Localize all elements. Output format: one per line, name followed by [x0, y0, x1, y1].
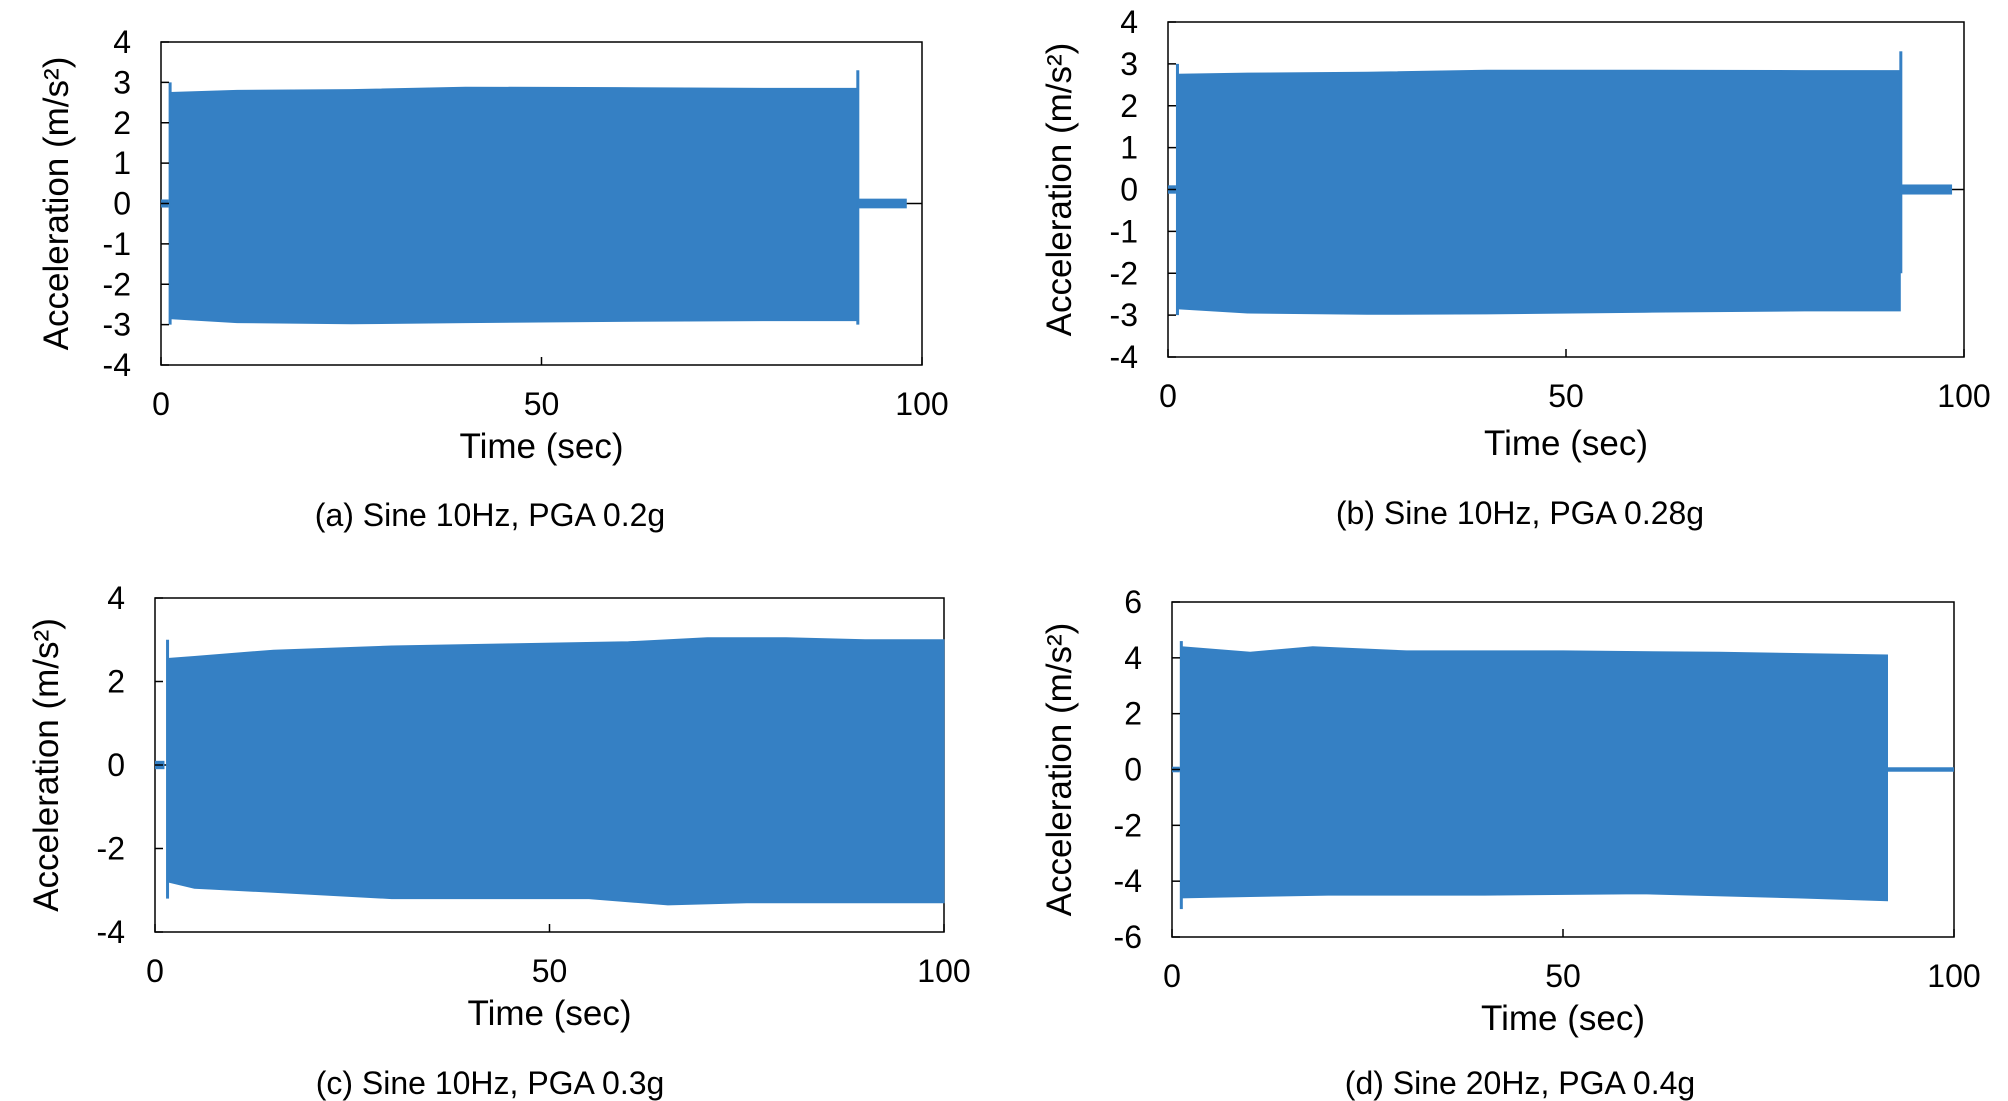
y-tick-label: -6	[1114, 919, 1142, 955]
y-tick-label: -2	[1114, 807, 1142, 843]
y-tick-label: 4	[1120, 4, 1138, 40]
x-axis-title: Time (sec)	[468, 994, 632, 1033]
panel-caption: (d) Sine 20Hz, PGA 0.4g	[1345, 1065, 1695, 1101]
x-tick-label: 100	[1927, 958, 1980, 994]
post-test-noise	[1887, 767, 1954, 772]
y-axis-title: Acceleration (m/s²)	[1040, 623, 1079, 917]
y-tick-label: 0	[113, 186, 131, 222]
post-test-noise	[857, 198, 907, 209]
y-tick-label: 4	[1124, 640, 1142, 676]
panel-caption: (c) Sine 10Hz, PGA 0.3g	[316, 1065, 665, 1101]
post-test-noise	[1900, 184, 1953, 195]
y-tick-label: -4	[103, 347, 131, 383]
y-tick-label: 2	[1120, 88, 1138, 124]
y-tick-label: 2	[107, 664, 125, 700]
y-tick-label: 0	[107, 747, 125, 783]
x-tick-label: 50	[524, 386, 560, 422]
y-tick-label: 6	[1124, 584, 1142, 620]
chart-panel-d: -6 -4 -2 0 2 4 6 0 50 100 Time (sec) Acceleration (…	[1040, 584, 1981, 1101]
x-axis-title: Time (sec)	[1484, 424, 1648, 463]
end-spike	[1899, 51, 1903, 274]
y-axis-title: Acceleration (m/s²)	[37, 57, 76, 351]
acceleration-envelope	[1177, 69, 1901, 315]
panel-caption: (a) Sine 10Hz, PGA 0.2g	[315, 497, 665, 533]
end-spike	[856, 70, 860, 325]
y-tick-label: 2	[113, 105, 131, 141]
x-tick-label: 0	[152, 386, 170, 422]
chart-panel-b: -4 -3 -2 -1 0 1 2 3 4 0 50 100 Time (sec) Acceleratio…	[1040, 4, 1991, 531]
y-tick-label: 1	[113, 145, 131, 181]
y-tick-label: 1	[1120, 130, 1138, 166]
x-tick-label: 100	[917, 953, 970, 989]
x-tick-label: 50	[1545, 958, 1581, 994]
x-tick-label: 100	[895, 386, 948, 422]
x-tick-label: 50	[1548, 378, 1584, 414]
y-tick-label: -2	[97, 831, 125, 867]
y-axis-title: Acceleration (m/s²)	[27, 618, 66, 912]
y-tick-label: 4	[113, 24, 131, 60]
y-tick-label: -4	[97, 914, 125, 950]
y-tick-label: -3	[1110, 297, 1138, 333]
y-tick-label: -4	[1114, 863, 1142, 899]
x-tick-label: 100	[1937, 378, 1990, 414]
y-tick-label: 3	[1120, 46, 1138, 82]
y-tick-label: -2	[1110, 255, 1138, 291]
y-tick-label: 2	[1124, 696, 1142, 732]
acceleration-envelope	[169, 86, 858, 325]
y-tick-label: 0	[1120, 172, 1138, 208]
x-axis-title: Time (sec)	[1481, 999, 1645, 1038]
acceleration-envelope	[1180, 646, 1888, 902]
y-tick-label: -2	[103, 266, 131, 302]
x-axis-title: Time (sec)	[460, 427, 624, 466]
y-tick-label: -3	[103, 307, 131, 343]
y-tick-label: -4	[1110, 339, 1138, 375]
x-tick-label: 0	[1163, 958, 1181, 994]
panel-caption: (b) Sine 10Hz, PGA 0.28g	[1336, 495, 1704, 531]
y-tick-label: -1	[1110, 213, 1138, 249]
y-tick-label: 3	[113, 64, 131, 100]
chart-panel-a: -4 -3 -2 -1 0 1 2 3 4 0 50 100 Time (sec) Acceleratio…	[37, 24, 949, 533]
y-tick-label: 4	[107, 580, 125, 616]
x-tick-label: 50	[532, 953, 568, 989]
y-axis-title: Acceleration (m/s²)	[1040, 43, 1079, 337]
x-tick-label: 0	[146, 953, 164, 989]
y-tick-label: -1	[103, 226, 131, 262]
x-tick-label: 0	[1159, 378, 1177, 414]
acceleration-envelope	[167, 637, 945, 906]
y-tick-label: 0	[1124, 752, 1142, 788]
chart-panel-c: -4 -2 0 2 4 0 50 100 Time (sec) Acceleration (m/s…	[27, 580, 971, 1101]
